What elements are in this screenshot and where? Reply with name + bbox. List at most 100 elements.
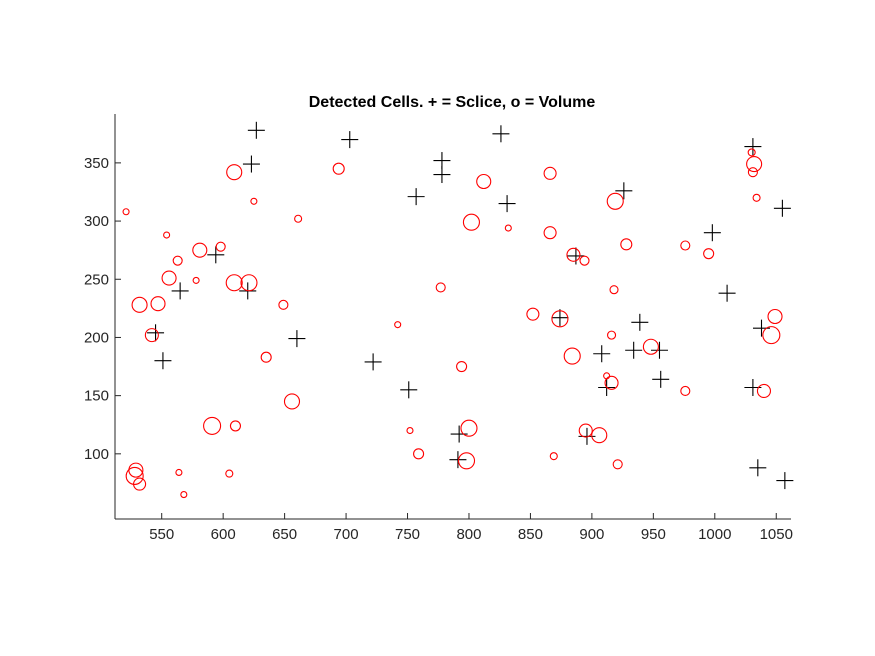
slice-point-plus bbox=[154, 352, 172, 370]
volume-point-circle bbox=[607, 330, 617, 340]
x-tick-label: 1000 bbox=[698, 526, 731, 543]
volume-point-circle bbox=[579, 255, 590, 266]
slice-point-plus bbox=[407, 188, 425, 206]
volume-point-circle bbox=[642, 338, 659, 355]
slice-point-plus bbox=[631, 313, 649, 331]
volume-point-circle bbox=[476, 173, 492, 190]
volume-point-circle bbox=[260, 351, 272, 363]
volume-point-circle bbox=[543, 226, 557, 240]
volume-point-circle bbox=[332, 162, 345, 175]
volume-point-circle bbox=[746, 155, 763, 173]
volume-point-circle bbox=[215, 241, 226, 252]
volume-point-circle bbox=[604, 375, 619, 390]
slice-point-plus bbox=[749, 459, 767, 477]
volume-point-circle bbox=[435, 282, 446, 293]
x-tick-label: 700 bbox=[334, 526, 359, 543]
x-tick-label: 650 bbox=[272, 526, 297, 543]
slice-point-plus bbox=[578, 427, 596, 445]
volume-point-circle bbox=[462, 213, 480, 231]
volume-point-circle bbox=[767, 308, 783, 325]
volume-point-circle bbox=[747, 148, 756, 157]
x-tick-label: 900 bbox=[579, 526, 604, 543]
slice-point-plus bbox=[171, 282, 189, 300]
volume-point-circle bbox=[456, 360, 468, 373]
x-tick-label: 850 bbox=[518, 526, 543, 543]
volume-point-circle bbox=[240, 274, 258, 292]
volume-point-circle bbox=[703, 248, 715, 260]
x-tick-label: 1050 bbox=[760, 526, 793, 543]
y-tick-label: 350 bbox=[84, 155, 109, 172]
y-tick-label: 150 bbox=[84, 388, 109, 405]
volume-point-circle bbox=[606, 192, 624, 210]
y-tick-label: 200 bbox=[84, 329, 109, 346]
volume-point-circle bbox=[283, 393, 301, 410]
volume-point-circle bbox=[549, 452, 558, 461]
slice-point-plus bbox=[492, 125, 510, 143]
volume-point-circle bbox=[612, 459, 623, 470]
volume-point-circle bbox=[563, 347, 581, 365]
x-tick-label: 600 bbox=[211, 526, 236, 543]
volume-point-circle bbox=[192, 242, 208, 258]
slice-point-plus bbox=[776, 472, 794, 490]
slice-point-plus bbox=[207, 246, 225, 264]
volume-point-circle bbox=[203, 416, 222, 435]
slice-point-plus bbox=[718, 284, 736, 302]
volume-point-circle bbox=[192, 276, 200, 284]
volume-point-circle bbox=[133, 477, 147, 491]
volume-point-circle bbox=[566, 247, 581, 262]
chart-marks bbox=[122, 121, 794, 499]
slice-point-plus bbox=[498, 195, 516, 213]
volume-point-circle bbox=[504, 224, 512, 232]
volume-point-circle bbox=[526, 307, 540, 321]
volume-point-circle bbox=[680, 385, 691, 397]
volume-point-circle bbox=[762, 326, 781, 345]
slice-point-plus bbox=[433, 166, 451, 184]
volume-point-circle bbox=[172, 255, 183, 266]
volume-point-circle bbox=[250, 197, 258, 205]
volume-point-circle bbox=[144, 328, 159, 343]
slice-point-plus bbox=[703, 224, 721, 242]
slice-point-plus bbox=[625, 341, 643, 359]
volume-point-circle bbox=[747, 167, 758, 178]
volume-point-circle bbox=[131, 296, 148, 313]
slice-point-plus bbox=[650, 341, 668, 359]
volume-point-circle bbox=[225, 469, 234, 478]
volume-point-circle bbox=[620, 238, 633, 251]
slice-point-plus bbox=[242, 155, 260, 173]
volume-point-circle bbox=[278, 299, 289, 310]
volume-point-circle bbox=[609, 285, 619, 295]
y-tick-label: 300 bbox=[84, 213, 109, 230]
x-tick-label: 950 bbox=[641, 526, 666, 543]
slice-point-plus bbox=[450, 425, 468, 443]
y-tick-label: 100 bbox=[84, 446, 109, 463]
volume-point-circle bbox=[175, 468, 183, 476]
slice-point-plus bbox=[400, 381, 418, 399]
x-tick-label: 800 bbox=[456, 526, 481, 543]
slice-point-plus bbox=[247, 121, 265, 139]
slice-point-plus bbox=[615, 182, 633, 200]
volume-point-circle bbox=[551, 310, 569, 328]
volume-point-circle bbox=[543, 166, 557, 180]
volume-point-circle bbox=[229, 420, 242, 432]
slice-point-plus bbox=[147, 324, 165, 342]
volume-point-circle bbox=[125, 466, 144, 485]
slice-point-plus bbox=[652, 370, 670, 388]
slice-point-plus bbox=[593, 345, 611, 363]
volume-point-circle bbox=[756, 383, 772, 399]
slice-point-plus bbox=[288, 330, 306, 348]
x-tick-label: 750 bbox=[395, 526, 420, 543]
slice-point-plus bbox=[449, 451, 467, 469]
slice-point-plus bbox=[364, 353, 382, 371]
chart-title: Detected Cells. + = Sclice, o = Volume bbox=[309, 94, 596, 111]
volume-point-circle bbox=[578, 423, 593, 438]
y-tick-label: 250 bbox=[84, 271, 109, 288]
volume-point-circle bbox=[591, 427, 608, 444]
slice-point-plus bbox=[773, 199, 791, 217]
volume-point-circle bbox=[161, 270, 177, 286]
volume-point-circle bbox=[457, 452, 476, 470]
volume-point-circle bbox=[225, 274, 243, 292]
volume-point-circle bbox=[752, 193, 761, 202]
volume-point-circle bbox=[460, 419, 478, 437]
slice-point-plus bbox=[551, 309, 569, 327]
volume-point-circle bbox=[226, 164, 243, 181]
